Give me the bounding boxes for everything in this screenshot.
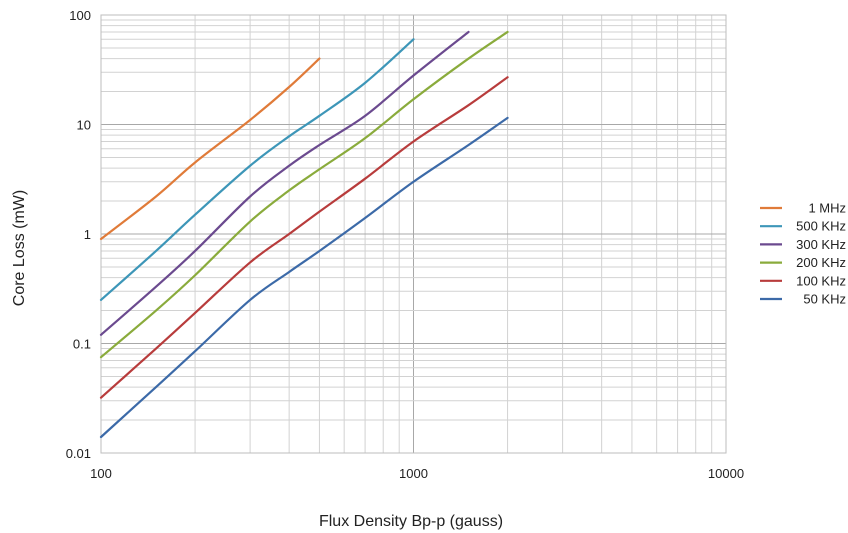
y-tick-label: 1 — [84, 227, 91, 242]
x-tick-label: 100 — [90, 466, 112, 481]
legend: 1 MHz 500 KHz 300 KHz 200 KHz 100 KHz 50 KHz — [760, 201, 846, 307]
legend-label-500-khz: 500 KHz — [796, 219, 846, 234]
legend-label-300-khz: 300 KHz — [796, 237, 846, 252]
x-tick-label: 1000 — [399, 466, 428, 481]
plot-frame — [100, 14, 727, 454]
legend-label-100-khz: 100 KHz — [796, 273, 846, 288]
x-tick-labels: 100 1000 10000 — [90, 466, 744, 481]
y-tick-labels: 0.01 0.1 1 10 100 — [66, 8, 91, 461]
legend-label-200-khz: 200 KHz — [796, 255, 846, 270]
series-line-200-khz — [99, 30, 509, 359]
legend-label-50-khz: 50 KHz — [803, 292, 846, 307]
grid — [100, 15, 726, 454]
y-tick-label: 10 — [77, 118, 91, 133]
x-axis-label: Flux Density Bp-p (gauss) — [319, 513, 503, 530]
series-line-50-khz — [99, 116, 509, 439]
y-axis-label: Core Loss (mW) — [11, 190, 28, 306]
legend-label-1-mhz: 1 MHz — [808, 201, 846, 216]
y-tick-label: 0.1 — [73, 337, 91, 352]
series-line-300-khz — [99, 30, 470, 336]
series-line-1-mhz — [99, 57, 321, 241]
series-layer — [99, 30, 509, 439]
x-tick-label: 10000 — [708, 466, 744, 481]
y-tick-label: 100 — [69, 8, 91, 23]
series-line-100-khz — [99, 76, 509, 399]
y-tick-label: 0.01 — [66, 446, 91, 461]
series-line-500-khz — [99, 38, 415, 302]
